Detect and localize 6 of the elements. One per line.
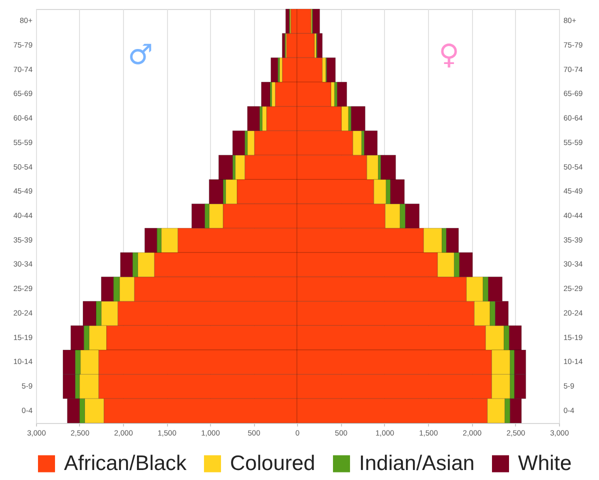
legend-label: African/Black [64,452,188,475]
annotation: ♂ [128,38,153,72]
legend-label: Indian/Asian [359,452,475,475]
annotation: ♀ [438,38,460,72]
legend-label: Coloured [230,452,316,475]
legend-label: White [518,452,572,475]
